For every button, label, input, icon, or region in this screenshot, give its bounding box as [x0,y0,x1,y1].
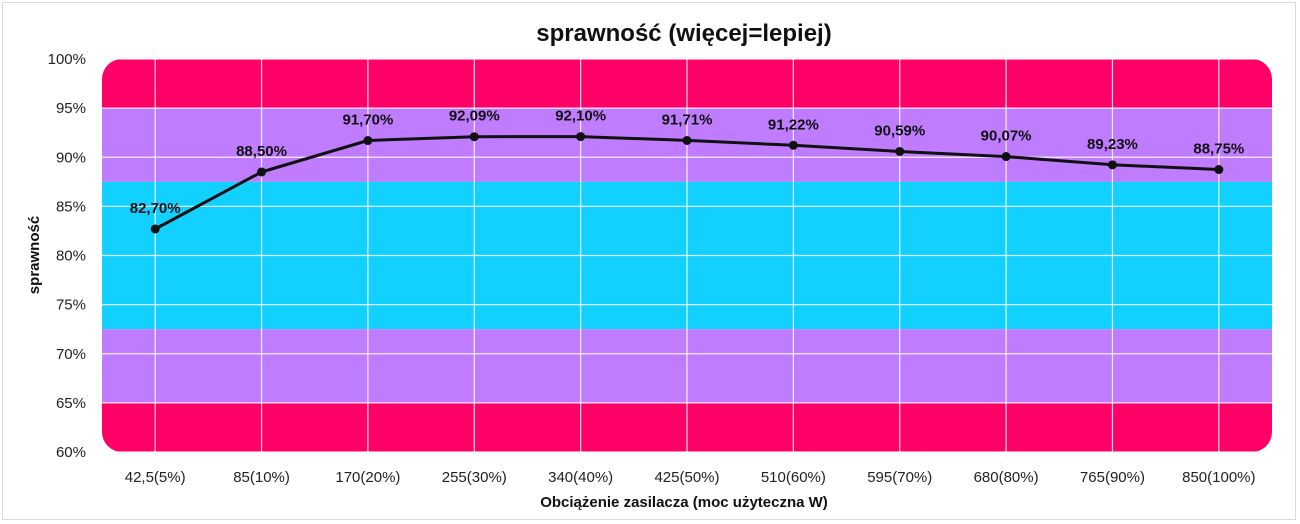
x-tick-label: 510(60%) [761,469,826,486]
data-point [788,140,798,150]
data-point [682,135,692,145]
x-tick-label: 850(100%) [1182,469,1255,486]
x-tick-label: 425(50%) [654,469,719,486]
y-axis-title: sprawność [26,216,43,294]
data-label: 92,10% [555,108,606,125]
y-tick-label: 95% [56,100,86,117]
y-tick-label: 75% [56,297,86,314]
data-point [1001,152,1011,162]
data-label: 91,22% [768,116,819,133]
gridlines [102,59,1272,452]
data-label: 90,07% [981,128,1032,145]
data-point [1214,165,1224,175]
x-tick-label: 680(80%) [974,469,1039,486]
data-point [469,132,479,142]
series-points [150,132,1224,234]
x-tick-label: 85(10%) [233,469,290,486]
x-tick-label: 765(90%) [1080,469,1145,486]
data-point [1107,160,1117,170]
x-tick-label: 255(30%) [442,469,507,486]
y-tick-label: 60% [56,444,86,461]
data-labels: 82,70% 88,50% 91,70% 92,09% 92,10% 91,71% 91,2… [130,108,1245,217]
data-label: 92,09% [449,108,500,125]
y-tick-label: 85% [56,198,86,215]
data-point [895,146,905,156]
y-tick-label: 70% [56,346,86,363]
data-label: 91,71% [662,111,713,128]
data-label: 89,23% [1087,136,1138,153]
y-tick-label: 65% [56,395,86,412]
y-axis-ticks: 60% 65% 70% 75% 80% 85% 90% 95% 100% [48,51,86,461]
y-tick-label: 100% [48,51,86,68]
data-label: 88,50% [236,143,287,160]
data-label: 82,70% [130,200,181,217]
x-tick-label: 170(20%) [335,469,400,486]
x-tick-label: 42,5(5%) [125,469,186,486]
chart-title: sprawność (więcej=lepiej) [536,20,831,47]
data-point [257,167,267,177]
y-tick-label: 80% [56,248,86,265]
data-label: 88,75% [1193,141,1244,158]
data-point [150,224,160,234]
x-axis-ticks: 42,5(5%) 85(10%) 170(20%) 255(30%) 340(40%) 4… [125,469,1256,486]
x-tick-label: 340(40%) [548,469,613,486]
x-tick-label: 595(70%) [867,469,932,486]
data-label: 91,70% [342,112,393,129]
x-axis-title: Obciążenie zasilacza (moc użyteczna W) [540,494,828,511]
data-label: 90,59% [874,122,925,139]
data-point [363,136,373,146]
y-tick-label: 90% [56,149,86,166]
data-point [576,132,586,142]
